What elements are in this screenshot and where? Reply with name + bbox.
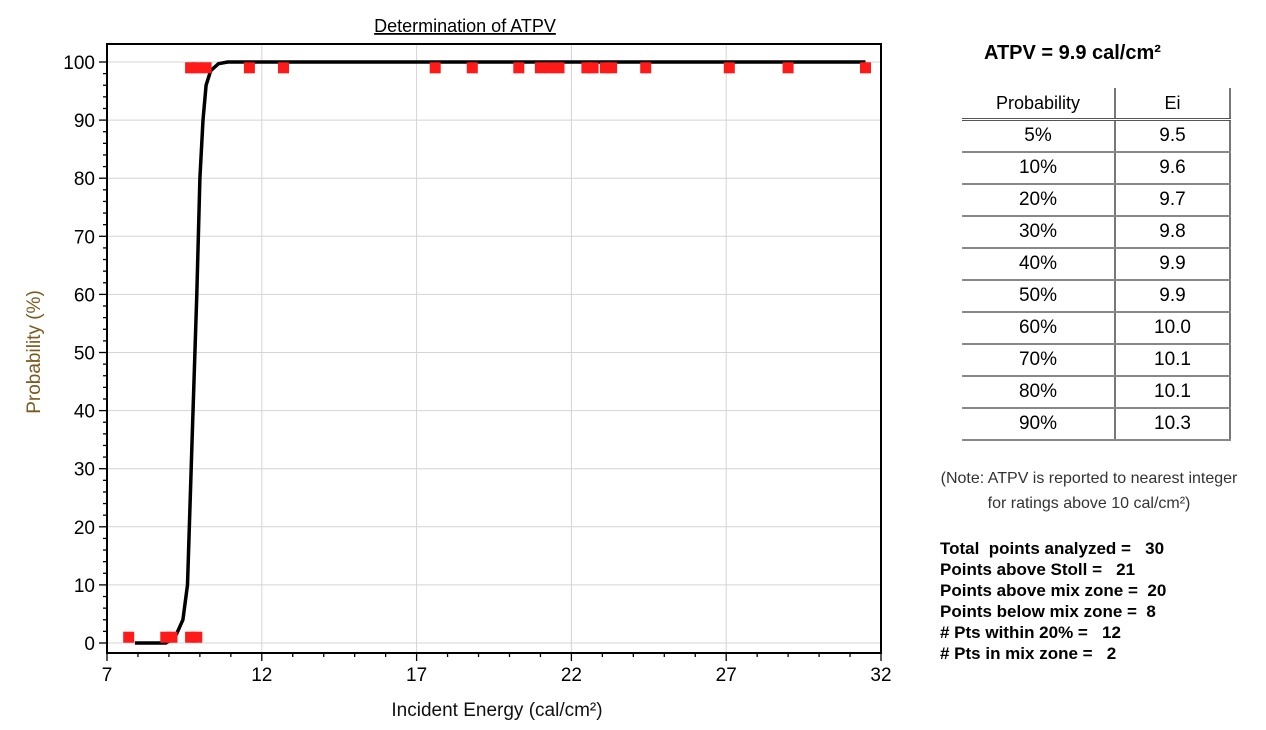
ei-cell: 10.1 bbox=[1114, 376, 1231, 409]
header-ei: Ei bbox=[1114, 88, 1231, 121]
stat-line: Total points analyzed = 30 bbox=[940, 539, 1165, 558]
plot-frame bbox=[106, 43, 882, 654]
probability-table: Probability Ei 5% 9.5 10% 9.6 20% 9.7 30% 9.8 40… bbox=[962, 88, 1231, 441]
probability-cell: 30% bbox=[962, 216, 1115, 249]
y-tick-label: 90 bbox=[74, 111, 95, 132]
stat-line: Points below mix zone = 8 bbox=[940, 602, 1156, 621]
data-point bbox=[723, 62, 735, 74]
y-axis-label: Probability (%) bbox=[24, 290, 45, 414]
probability-cell: 80% bbox=[962, 376, 1115, 409]
probability-table-body: 5% 9.5 10% 9.6 20% 9.7 30% 9.8 40% 9.9 50% 9.9 60% 10… bbox=[962, 119, 1231, 441]
probability-cell: 50% bbox=[962, 280, 1115, 313]
data-points bbox=[123, 62, 871, 643]
ei-cell: 10.1 bbox=[1114, 344, 1231, 377]
note-line-1: (Note: ATPV is reported to nearest integ… bbox=[940, 470, 1238, 487]
stat-line: # Pts in mix zone = 2 bbox=[940, 644, 1117, 663]
data-point bbox=[185, 62, 197, 74]
note: (Note: ATPV is reported to nearest integ… bbox=[912, 466, 1266, 516]
data-point bbox=[587, 62, 599, 74]
stat-line: Points above mix zone = 20 bbox=[940, 581, 1167, 600]
probability-cell: 90% bbox=[962, 408, 1115, 441]
y-tick-label: 70 bbox=[74, 227, 95, 248]
y-tick-label: 40 bbox=[74, 402, 95, 423]
y-tick-label: 100 bbox=[63, 53, 95, 74]
x-tick-label: 32 bbox=[870, 665, 891, 686]
ei-cell: 9.8 bbox=[1114, 216, 1231, 249]
data-point bbox=[782, 62, 794, 74]
x-tick-label: 27 bbox=[716, 665, 737, 686]
data-point bbox=[513, 62, 525, 74]
data-point bbox=[581, 62, 593, 74]
axes: 0 10 20 30 40 50 60 70 80 90 100 7 12 17 22 27 32 bbox=[63, 43, 892, 686]
data-point bbox=[243, 62, 255, 74]
table-row: 80% 10.1 bbox=[962, 376, 1231, 409]
data-point bbox=[600, 62, 611, 74]
table-row: 10% 9.6 bbox=[962, 152, 1231, 185]
x-axis-label: Incident Energy (cal/cm²) bbox=[391, 700, 602, 721]
probability-cell: 10% bbox=[962, 152, 1115, 185]
data-point bbox=[160, 631, 172, 643]
atpv-chart: Determination of ATPV 0 10 20 30 40 50 60 70 80 9… bbox=[24, 16, 892, 721]
note-line-2: for ratings above 10 cal/cm²) bbox=[987, 495, 1191, 512]
ei-cell: 9.9 bbox=[1114, 248, 1231, 281]
data-point bbox=[553, 62, 565, 74]
data-point bbox=[200, 62, 212, 74]
ei-cell: 9.9 bbox=[1114, 280, 1231, 313]
table-row: 20% 9.7 bbox=[962, 184, 1231, 217]
data-point bbox=[534, 62, 546, 74]
y-tick-label: 20 bbox=[74, 518, 95, 539]
ei-cell: 10.0 bbox=[1114, 312, 1231, 345]
grid-lines bbox=[106, 44, 882, 653]
data-point bbox=[278, 62, 289, 74]
x-tick-label: 12 bbox=[251, 665, 272, 686]
data-point bbox=[466, 62, 478, 74]
table-row: 70% 10.1 bbox=[962, 344, 1231, 377]
y-tick-label: 80 bbox=[74, 169, 95, 190]
table-row: 50% 9.9 bbox=[962, 280, 1231, 313]
stat-line: # Pts within 20% = 12 bbox=[940, 623, 1121, 642]
data-point bbox=[544, 62, 556, 74]
ei-cell: 9.5 bbox=[1114, 119, 1231, 153]
data-point bbox=[191, 62, 203, 74]
y-tick-label: 10 bbox=[74, 576, 95, 597]
statistics-list: Total points analyzed = 30 Points above S… bbox=[940, 538, 1166, 664]
data-point bbox=[191, 631, 203, 643]
data-point bbox=[860, 62, 871, 74]
table-row: 40% 9.9 bbox=[962, 248, 1231, 281]
data-point bbox=[166, 631, 178, 643]
y-tick-label: 50 bbox=[74, 344, 95, 365]
ei-cell: 10.3 bbox=[1114, 408, 1231, 441]
probability-cell: 40% bbox=[962, 248, 1115, 281]
probability-cell: 20% bbox=[962, 184, 1115, 217]
y-tick-label: 30 bbox=[74, 460, 95, 481]
y-tick-label: 0 bbox=[84, 634, 95, 655]
stat-line: Points above Stoll = 21 bbox=[940, 560, 1136, 579]
x-tick-label: 17 bbox=[406, 665, 427, 686]
data-point bbox=[429, 62, 441, 74]
y-tick-label: 60 bbox=[74, 285, 95, 306]
table-row: 30% 9.8 bbox=[962, 216, 1231, 249]
atpv-result: ATPV = 9.9 cal/cm² bbox=[984, 42, 1161, 64]
probability-cell: 70% bbox=[962, 344, 1115, 377]
chart-title: Determination of ATPV bbox=[374, 16, 556, 36]
probability-cell: 60% bbox=[962, 312, 1115, 345]
data-point bbox=[640, 62, 652, 74]
table-row: 90% 10.3 bbox=[962, 408, 1231, 441]
probability-cell: 5% bbox=[962, 119, 1115, 153]
ei-cell: 9.7 bbox=[1114, 184, 1231, 217]
data-point bbox=[185, 631, 197, 643]
table-header-row: Probability Ei bbox=[962, 88, 1231, 121]
table-row: 5% 9.5 bbox=[962, 119, 1231, 153]
table-row: 60% 10.0 bbox=[962, 312, 1231, 345]
data-point bbox=[123, 631, 135, 643]
x-tick-label: 7 bbox=[102, 665, 113, 686]
results-panel: ATPV = 9.9 cal/cm² Probability Ei 5% 9.5 1… bbox=[912, 0, 1266, 730]
header-probability: Probability bbox=[962, 88, 1115, 121]
x-tick-label: 22 bbox=[561, 665, 582, 686]
ei-cell: 9.6 bbox=[1114, 152, 1231, 185]
data-point bbox=[606, 62, 618, 74]
